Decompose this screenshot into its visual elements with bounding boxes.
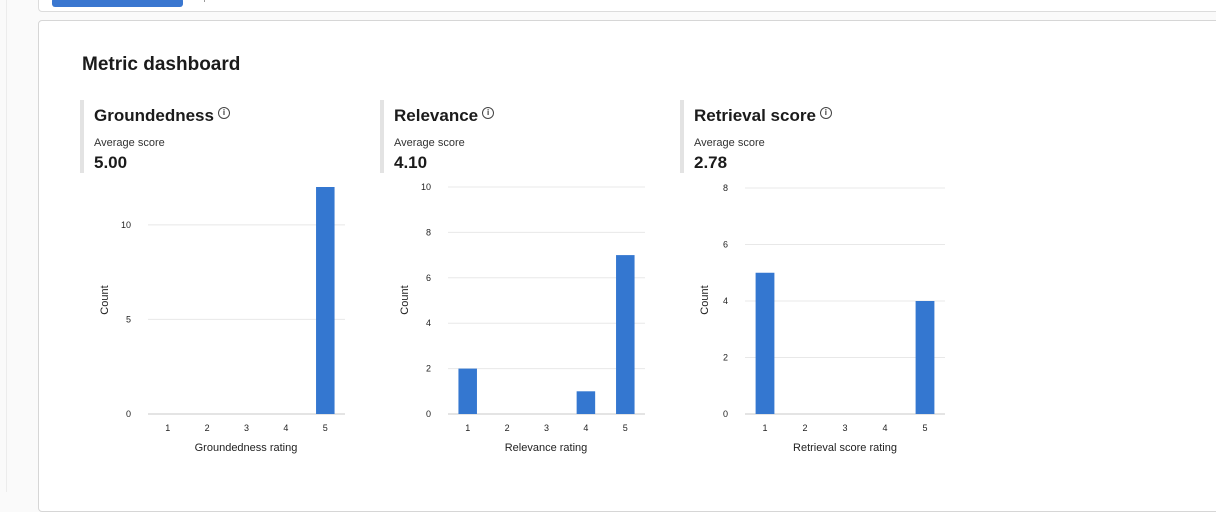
x-tick-label: 5 [922, 423, 927, 433]
info-icon[interactable]: i [217, 107, 230, 119]
info-icon[interactable]: i [482, 107, 495, 119]
x-tick-label: 4 [882, 423, 887, 433]
y-tick-label: 8 [723, 183, 728, 193]
retrieval-score-histogram: 0 2 4 6 8 1 2 3 4 5 Count Retrieval score rating [699, 183, 945, 454]
groundedness-histogram: 0 5 10 1 2 3 4 5 Count Groundedness rating [99, 187, 345, 454]
average-score-label: Average score [394, 137, 465, 149]
y-tick-label: 5 [126, 314, 131, 324]
info-icon[interactable]: i [819, 107, 832, 119]
y-tick-label: 2 [426, 364, 431, 374]
x-tick-label: 1 [465, 423, 470, 433]
x-axis-title: Relevance rating [505, 442, 588, 454]
average-score-value: 5.00 [94, 153, 128, 172]
y-axis-title: Count [99, 285, 111, 314]
y-tick-label: 8 [426, 227, 431, 237]
y-tick-label: 0 [126, 409, 131, 419]
panel-title: Metric dashboard [82, 54, 241, 75]
metric-title-retrieval-score: Retrieval score [694, 106, 816, 125]
y-axis-title: Count [699, 285, 711, 314]
x-axis-title: Groundedness rating [195, 442, 298, 454]
x-tick-label: 3 [842, 423, 847, 433]
x-tick-label: 2 [802, 423, 807, 433]
average-score-label: Average score [694, 137, 765, 149]
retrieval-score-header: Retrieval score i Average score 2.78 [680, 100, 944, 173]
relevance-header: Relevance i Average score 4.10 [380, 100, 644, 173]
x-tick-label: 5 [323, 423, 328, 433]
y-tick-label: 0 [426, 409, 431, 419]
y-tick-label: 4 [426, 318, 431, 328]
histogram-bar[interactable] [316, 187, 335, 414]
average-score-label: Average score [94, 137, 165, 149]
x-tick-label: 2 [205, 423, 210, 433]
metric-dashboard-panel: Metric dashboard Groundedness i Average s… [38, 20, 1216, 512]
groundedness-header: Groundedness i Average score 5.00 [80, 100, 344, 173]
left-divider [6, 0, 7, 492]
y-tick-label: 4 [723, 296, 728, 306]
x-tick-label: 3 [544, 423, 549, 433]
histogram-bar[interactable] [915, 301, 935, 414]
y-tick-label: 6 [426, 273, 431, 283]
x-tick-label: 5 [623, 423, 628, 433]
x-axis-title: Retrieval score rating [793, 442, 897, 454]
histogram-bar[interactable] [755, 272, 775, 414]
y-tick-label: 10 [121, 220, 131, 230]
y-tick-label: 0 [723, 409, 728, 419]
y-tick-label: 6 [723, 240, 728, 250]
average-score-value: 2.78 [694, 153, 728, 172]
histogram-bar[interactable] [576, 391, 596, 414]
x-tick-label: 1 [165, 423, 170, 433]
metric-title-groundedness: Groundedness [94, 106, 214, 125]
y-tick-label: 2 [723, 353, 728, 363]
x-tick-label: 4 [283, 423, 288, 433]
y-tick-label: 10 [421, 182, 431, 192]
x-tick-label: 4 [583, 423, 588, 433]
histogram-bar[interactable] [616, 255, 635, 414]
top-toolbar-panel [38, 0, 1216, 12]
x-tick-label: 2 [505, 423, 510, 433]
toolbar-divider [204, 0, 205, 2]
histogram-bar[interactable] [458, 368, 477, 414]
metric-title-relevance: Relevance [394, 106, 479, 125]
average-score-value: 4.10 [394, 153, 428, 172]
x-tick-label: 1 [762, 423, 767, 433]
y-axis-title: Count [399, 285, 411, 314]
primary-button[interactable] [52, 0, 183, 7]
x-tick-label: 3 [244, 423, 249, 433]
